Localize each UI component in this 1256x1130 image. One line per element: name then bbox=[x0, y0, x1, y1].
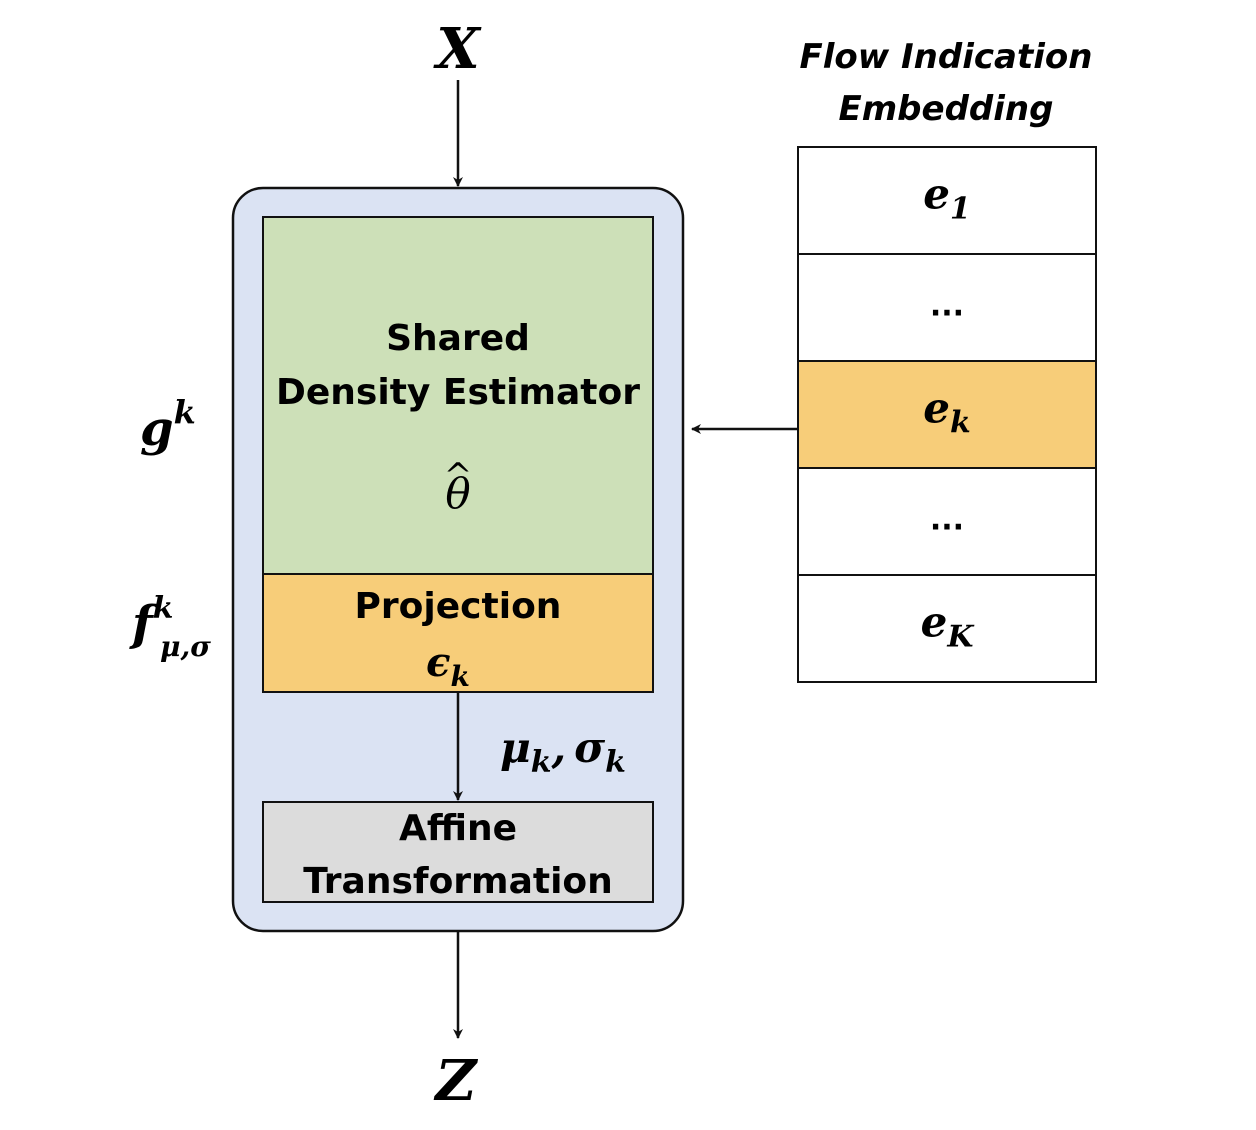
embedding-entry-sub: K bbox=[946, 620, 975, 655]
estimator-param-accent: ^ bbox=[444, 456, 473, 496]
estimator-line1: Shared bbox=[386, 318, 530, 359]
input-label: X bbox=[433, 16, 482, 82]
embedding-title-line2: Embedding bbox=[839, 89, 1054, 129]
affine-transformation bbox=[262, 801, 654, 903]
estimator-line2: Density Estimator bbox=[276, 372, 640, 413]
embedding-entry-sub: k bbox=[950, 406, 971, 441]
embedding-entry: eK bbox=[921, 598, 976, 655]
projection-output-label: μk, σk bbox=[500, 723, 626, 780]
module-label-sup: k bbox=[174, 393, 196, 431]
embedding-entry: ek bbox=[923, 384, 971, 441]
mu-base: μ bbox=[500, 723, 531, 772]
embedding-entry-base: e bbox=[923, 170, 950, 219]
embedding-row bbox=[797, 574, 1097, 683]
embedding-entry: e1 bbox=[923, 170, 971, 227]
projection-symbol-base: ϵ bbox=[426, 639, 450, 686]
embedding-row bbox=[797, 253, 1097, 362]
embedding-entry-base: e bbox=[923, 384, 950, 433]
affine-line2: Transformation bbox=[303, 861, 613, 902]
projection-fn-label: fk bbox=[129, 591, 173, 652]
affine-line1: Affine bbox=[399, 808, 517, 849]
embedding-entry-sub: 1 bbox=[950, 192, 971, 227]
embedding-row bbox=[797, 360, 1097, 469]
projection-block bbox=[262, 573, 654, 693]
sigma-base: σ bbox=[574, 723, 605, 772]
embedding-table: e1...ek...eK bbox=[797, 146, 1097, 683]
embedding-row bbox=[797, 467, 1097, 576]
output-sep: , bbox=[551, 723, 567, 772]
projection-title: Projection bbox=[355, 586, 562, 627]
shared-density-estimator bbox=[262, 216, 654, 575]
embedding-entry-base: e bbox=[921, 598, 948, 647]
module-label: gk bbox=[140, 393, 196, 457]
projection-symbol: ϵk bbox=[426, 639, 470, 693]
embedding-ellipsis: ... bbox=[930, 503, 964, 538]
projection-symbol-sub: k bbox=[450, 660, 469, 693]
output-label: Z bbox=[434, 1048, 479, 1114]
projection-fn-sup: k bbox=[153, 591, 174, 626]
mu-sub: k bbox=[531, 745, 552, 780]
embedding-ellipsis: ... bbox=[930, 289, 964, 324]
projection-fn-sub: μ,σ bbox=[160, 630, 211, 663]
sigma-sub: k bbox=[605, 745, 626, 780]
module-label-base: g bbox=[140, 401, 174, 457]
embedding-row bbox=[797, 146, 1097, 255]
embedding-title-line1: Flow Indication bbox=[800, 37, 1093, 77]
estimator-param: θ bbox=[445, 469, 470, 518]
